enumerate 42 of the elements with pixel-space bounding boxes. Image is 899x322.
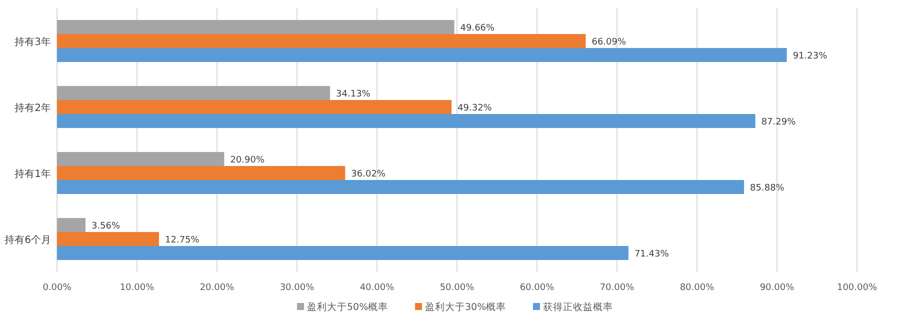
bar: [57, 180, 744, 194]
x-tick-label: 100.00%: [836, 283, 878, 293]
data-label: 91.23%: [792, 52, 828, 62]
data-label: 49.66%: [460, 24, 496, 34]
bar: [57, 48, 787, 62]
x-tick-label: 0.00%: [42, 283, 72, 293]
y-tick-label: 持有1年: [14, 168, 51, 180]
bar: [57, 20, 454, 34]
x-tick-label: 40.00%: [360, 283, 395, 293]
x-tick-label: 90.00%: [760, 283, 795, 293]
data-label: 87.29%: [761, 118, 796, 128]
data-label: 36.02%: [351, 170, 386, 180]
y-tick-label: 持有6个月: [4, 234, 51, 246]
x-tick-label: 10.00%: [120, 283, 155, 293]
x-tick-label: 70.00%: [600, 283, 635, 293]
bar: [57, 246, 628, 260]
data-label: 71.43%: [634, 250, 670, 260]
x-tick-label: 50.00%: [440, 283, 475, 293]
legend-label: 获得正收益概率: [543, 301, 613, 313]
data-label: 66.09%: [592, 38, 626, 48]
data-label: 34.13%: [336, 90, 371, 100]
data-label: 20.90%: [230, 156, 265, 166]
bar: [57, 34, 586, 48]
legend-label: 盈利大于30%概率: [425, 301, 506, 313]
legend-label: 盈利大于50%概率: [307, 301, 388, 313]
data-label: 85.88%: [750, 184, 785, 194]
x-tick-label: 80.00%: [680, 283, 715, 293]
x-tick-label: 30.00%: [280, 283, 315, 293]
data-label: 3.56%: [91, 222, 121, 232]
y-tick-label: 持有2年: [14, 102, 51, 114]
data-label: 49.32%: [458, 104, 492, 114]
bar: [57, 218, 86, 232]
bar: [57, 232, 159, 246]
bar: [57, 152, 224, 166]
bar: [57, 100, 452, 114]
bar: [57, 166, 346, 180]
y-tick-label: 持有3年: [14, 36, 51, 48]
bar: [57, 114, 756, 128]
bar: [57, 86, 330, 100]
x-tick-label: 60.00%: [520, 283, 555, 293]
x-tick-label: 20.00%: [200, 283, 235, 293]
data-label: 12.75%: [165, 236, 200, 246]
